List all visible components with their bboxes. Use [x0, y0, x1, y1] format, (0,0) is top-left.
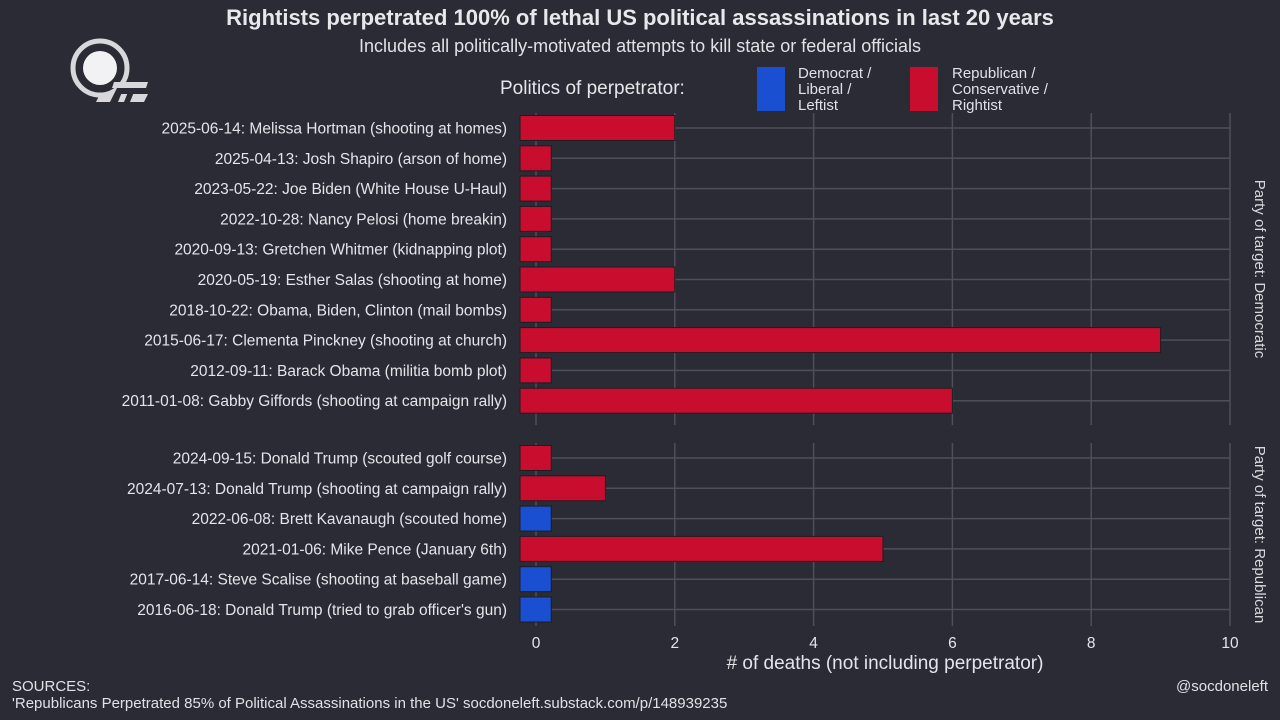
bar-category-label: 2023-05-22: Joe Biden (White House U-Hau… — [194, 181, 507, 198]
bar — [519, 145, 552, 172]
bar — [519, 205, 552, 232]
x-tick-label: 10 — [1221, 635, 1239, 652]
bar — [519, 327, 1162, 354]
bar — [519, 566, 552, 593]
bar-category-label: 2022-06-08: Brett Kavanaugh (scouted hom… — [192, 511, 507, 528]
legend-title: Politics of perpetrator: — [500, 78, 685, 99]
x-tick-label: 0 — [532, 635, 541, 652]
bar — [519, 505, 552, 532]
bar-category-label: 2025-06-14: Melissa Hortman (shooting at… — [162, 121, 507, 138]
bar-category-label: 2012-09-11: Barack Obama (militia bomb p… — [190, 363, 507, 380]
x-axis-label: # of deaths (not including perpetrator) — [727, 653, 1044, 674]
bar — [519, 296, 552, 323]
bar — [519, 236, 552, 263]
bar-category-label: 2020-09-13: Gretchen Whitmer (kidnapping… — [174, 242, 507, 259]
chart-title: Rightists perpetrated 100% of lethal US … — [226, 5, 1054, 30]
bar-category-label: 2022-10-28: Nancy Pelosi (home breakin) — [220, 211, 507, 228]
facet-label: Party of target: Republican — [1251, 446, 1268, 624]
bar-category-label: 2011-01-08: Gabby Giffords (shooting at … — [122, 393, 507, 410]
bar — [519, 266, 676, 293]
bar — [519, 357, 552, 384]
x-tick-label: 2 — [670, 635, 679, 652]
bar-category-label: 2024-09-15: Donald Trump (scouted golf c… — [173, 451, 507, 468]
legend-swatch-right — [910, 67, 938, 111]
bar-category-label: 2016-06-18: Donald Trump (tried to grab … — [137, 602, 507, 619]
x-tick-label: 8 — [1087, 635, 1096, 652]
bar — [519, 387, 953, 414]
legend-label-right: Republican / Conservative / Rightist — [952, 65, 1048, 114]
bar-category-label: 2024-07-13: Donald Trump (shooting at ca… — [127, 481, 507, 498]
bar-category-label: 2021-01-06: Mike Pence (January 6th) — [242, 541, 507, 558]
chart-subtitle: Includes all politically-motivated attem… — [359, 36, 921, 56]
sources-note: SOURCES: 'Republicans Perpetrated 85% of… — [12, 678, 728, 712]
facet-label: Party of target: Democratic — [1251, 180, 1268, 359]
bar-category-label: 2020-05-19: Esther Salas (shooting at ho… — [198, 272, 507, 289]
legend-swatch-left — [757, 67, 785, 111]
bar-category-label: 2015-06-17: Clementa Pinckney (shooting … — [144, 333, 507, 350]
bar — [519, 175, 552, 202]
logo-icon — [70, 38, 148, 102]
author-handle: @socdoneleft — [1176, 678, 1268, 695]
bar-category-label: 2018-10-22: Obama, Biden, Clinton (mail … — [169, 302, 507, 319]
legend-label-left: Democrat / Liberal / Leftist — [798, 65, 872, 114]
bar — [519, 475, 606, 502]
bar — [519, 445, 552, 471]
bar-category-label: 2025-04-13: Josh Shapiro (arson of home) — [215, 151, 507, 168]
bar-category-label: 2017-06-14: Steve Scalise (shooting at b… — [130, 572, 507, 589]
bar — [519, 596, 552, 623]
bar — [519, 115, 676, 141]
bar — [519, 535, 884, 562]
x-tick-label: 4 — [809, 635, 818, 652]
x-tick-label: 6 — [948, 635, 957, 652]
